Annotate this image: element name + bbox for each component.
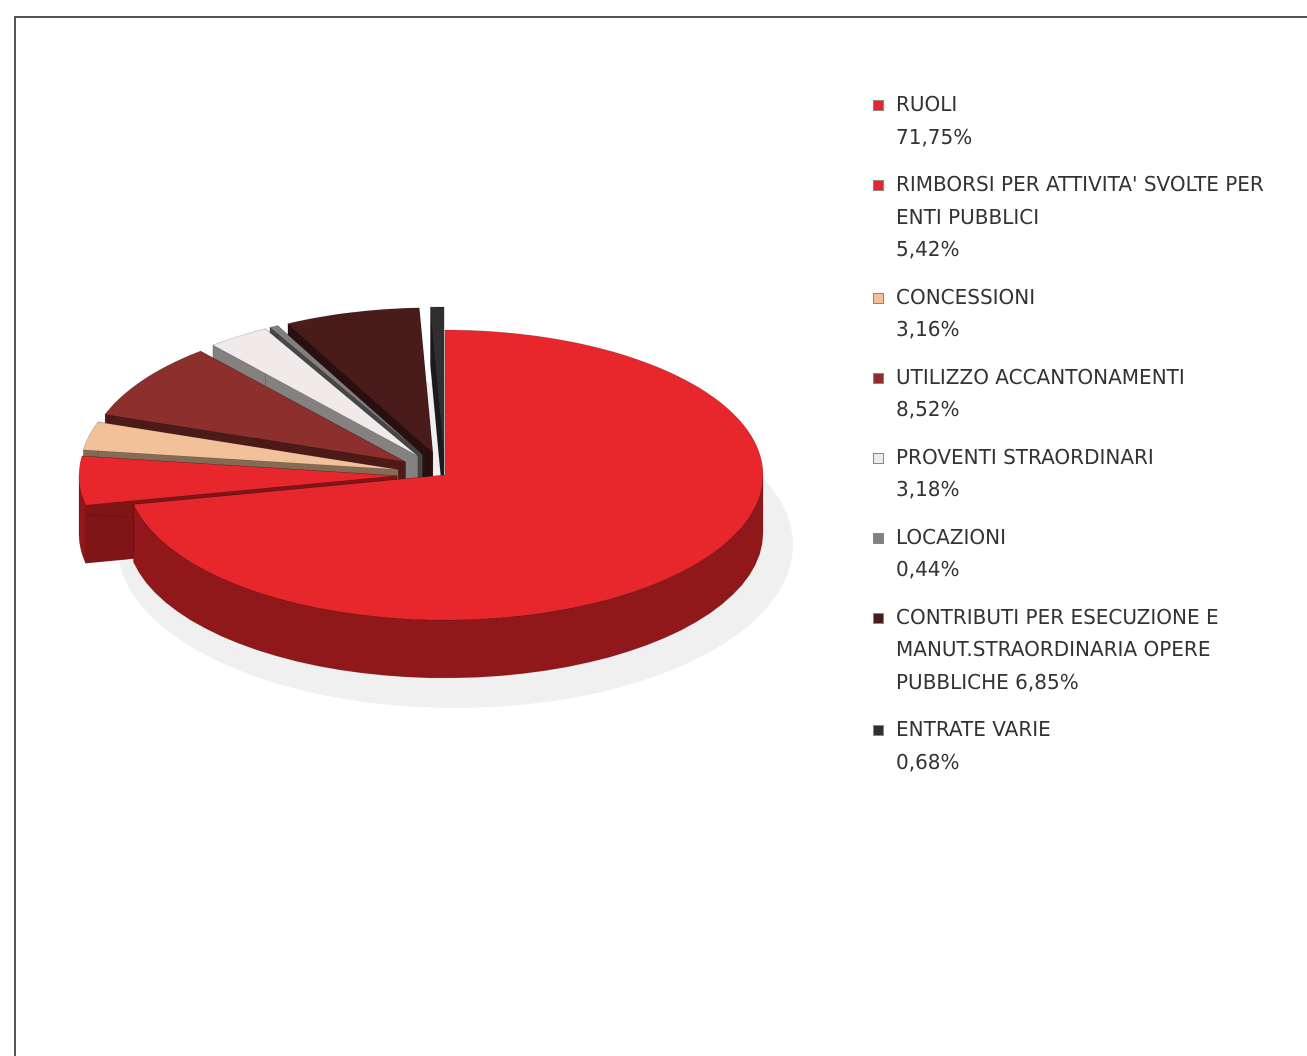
legend-swatch-concessioni	[873, 293, 884, 304]
legend-label-utilizzo-accantonamenti: UTILIZZO ACCANTONAMENTI 8,52%	[896, 365, 1185, 422]
legend-swatch-contributi	[873, 613, 884, 624]
legend-swatch-utilizzo-accantonamenti	[873, 373, 884, 384]
legend-swatch-ruoli	[873, 100, 884, 111]
legend-item-concessioni: CONCESSIONI 3,16%	[872, 281, 1302, 346]
legend-swatch-rimborsi	[873, 180, 884, 191]
legend-item-rimborsi: RIMBORSI PER ATTIVITA' SVOLTE PER ENTI P…	[872, 168, 1302, 266]
legend-label-rimborsi: RIMBORSI PER ATTIVITA' SVOLTE PER ENTI P…	[896, 172, 1264, 261]
legend-swatch-proventi-straordinari	[873, 453, 884, 464]
legend-item-utilizzo-accantonamenti: UTILIZZO ACCANTONAMENTI 8,52%	[872, 361, 1302, 426]
legend-swatch-entrate-varie	[873, 725, 884, 736]
legend-label-locazioni: LOCAZIONI 0,44%	[896, 525, 1006, 582]
legend-item-locazioni: LOCAZIONI 0,44%	[872, 521, 1302, 586]
chart-legend: RUOLI 71,75% RIMBORSI PER ATTIVITA' SVOL…	[872, 88, 1302, 793]
legend-swatch-locazioni	[873, 533, 884, 544]
legend-item-contributi: CONTRIBUTI PER ESECUZIONE E MANUT.STRAOR…	[872, 601, 1302, 699]
legend-label-ruoli: RUOLI 71,75%	[896, 92, 972, 149]
legend-label-contributi: CONTRIBUTI PER ESECUZIONE E MANUT.STRAOR…	[896, 605, 1219, 694]
legend-item-proventi-straordinari: PROVENTI STRAORDINARI 3,18%	[872, 441, 1302, 506]
pie-chart	[0, 0, 860, 1048]
legend-item-entrate-varie: ENTRATE VARIE 0,68%	[872, 713, 1302, 778]
legend-label-entrate-varie: ENTRATE VARIE 0,68%	[896, 717, 1051, 774]
legend-label-proventi-straordinari: PROVENTI STRAORDINARI 3,18%	[896, 445, 1154, 502]
legend-label-concessioni: CONCESSIONI 3,16%	[896, 285, 1035, 342]
legend-item-ruoli: RUOLI 71,75%	[872, 88, 1302, 153]
